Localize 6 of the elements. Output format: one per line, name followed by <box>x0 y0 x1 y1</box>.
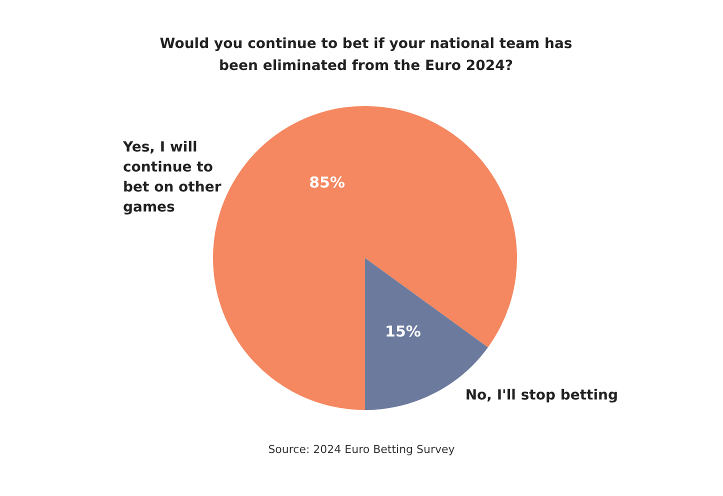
data-label: 15% <box>385 322 421 340</box>
source-note: Source: 2024 Euro Betting Survey <box>267 443 456 456</box>
chart-title: Would you continue to bet if your national team has been eliminated from the Euro 2024? <box>158 35 574 76</box>
data-label: 85% <box>309 173 345 192</box>
slice-label: No, I'll stop betting <box>465 387 618 404</box>
slice-label: Yes, I will continue to bet on other games <box>122 140 222 216</box>
